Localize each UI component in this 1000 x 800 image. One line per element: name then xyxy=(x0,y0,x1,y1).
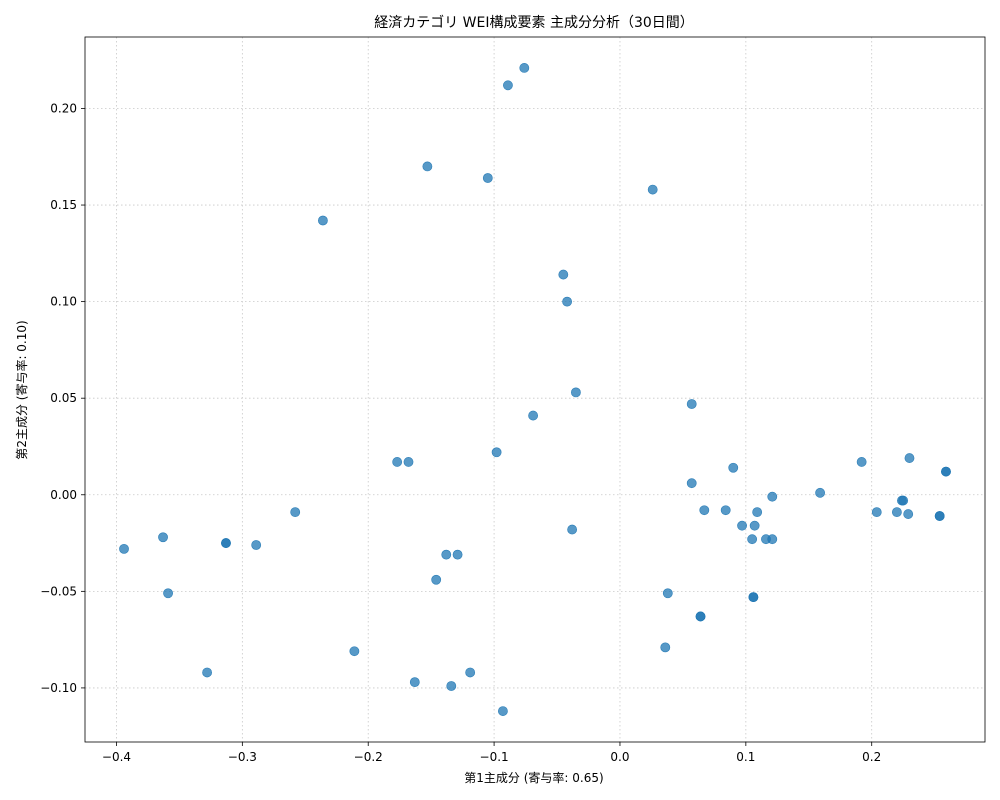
data-point xyxy=(465,667,476,678)
data-point xyxy=(503,80,513,91)
x-tick-label: −0.3 xyxy=(228,750,257,764)
data-point xyxy=(728,462,739,473)
data-point xyxy=(528,410,539,421)
data-point xyxy=(349,646,360,657)
data-point xyxy=(519,63,530,73)
x-axis-ticks: −0.4 −0.3 −0.2 −0.1 0.0 0.1 0.2 xyxy=(102,742,881,764)
data-point xyxy=(695,611,706,622)
data-point xyxy=(747,534,758,545)
data-point xyxy=(871,507,882,518)
data-point xyxy=(202,667,212,678)
data-point xyxy=(748,592,759,603)
y-tick-label: −0.05 xyxy=(40,584,77,598)
data-point xyxy=(158,532,168,543)
data-point xyxy=(647,184,658,195)
grid-lines xyxy=(85,37,985,742)
data-point xyxy=(221,538,231,548)
x-tick-label: −0.1 xyxy=(480,750,509,764)
data-point xyxy=(686,478,697,489)
y-tick-label: 0.05 xyxy=(50,391,77,405)
data-point xyxy=(571,387,581,398)
x-tick-label: 0.1 xyxy=(736,750,755,764)
x-tick-label: −0.2 xyxy=(354,750,383,764)
data-points xyxy=(119,63,951,716)
data-point xyxy=(720,505,731,516)
data-point xyxy=(904,453,915,463)
y-tick-label: 0.00 xyxy=(50,488,77,502)
data-point xyxy=(318,215,328,226)
plot-frame xyxy=(84,36,986,743)
data-point xyxy=(290,507,301,518)
y-tick-label: −0.10 xyxy=(40,681,77,695)
data-point xyxy=(898,495,909,506)
data-point xyxy=(163,588,173,599)
data-point xyxy=(558,269,569,280)
data-point xyxy=(119,543,129,554)
data-point xyxy=(856,457,867,467)
data-point xyxy=(392,457,403,467)
x-axis-label: 第1主成分 (寄与率: 0.65) xyxy=(464,770,603,785)
data-point xyxy=(934,511,945,521)
y-tick-label: 0.15 xyxy=(50,198,77,212)
data-point xyxy=(567,524,578,535)
data-point xyxy=(752,507,763,518)
x-tick-label: 0.0 xyxy=(610,750,629,764)
data-point xyxy=(446,681,457,691)
data-point xyxy=(749,520,760,531)
x-tick-label: −0.4 xyxy=(102,750,131,764)
data-point xyxy=(452,549,463,560)
data-point xyxy=(409,677,420,688)
data-point xyxy=(941,466,951,477)
data-point xyxy=(441,549,452,560)
chart-title: 経済カテゴリ WEI構成要素 主成分分析（30日間） xyxy=(374,14,694,31)
data-point xyxy=(891,507,902,518)
y-axis-label: 第2主成分 (寄与率: 0.10) xyxy=(14,320,29,459)
data-point xyxy=(662,588,673,599)
data-point xyxy=(767,534,778,545)
x-tick-label: 0.2 xyxy=(862,750,881,764)
data-point xyxy=(562,296,572,307)
y-axis-ticks: −0.10 −0.05 0.00 0.05 0.10 0.15 0.20 xyxy=(40,101,85,695)
y-tick-label: 0.20 xyxy=(50,101,77,115)
data-point xyxy=(422,161,433,172)
data-point xyxy=(737,520,747,531)
data-point xyxy=(251,540,262,550)
data-point xyxy=(767,491,778,502)
data-point xyxy=(482,173,493,183)
data-point xyxy=(498,706,508,716)
data-point xyxy=(660,642,671,653)
data-point xyxy=(431,574,442,585)
data-point xyxy=(699,505,710,516)
data-point xyxy=(403,457,414,467)
data-point xyxy=(686,399,697,409)
data-point xyxy=(903,509,914,519)
y-tick-label: 0.10 xyxy=(50,295,77,309)
data-point xyxy=(491,447,502,458)
data-point xyxy=(815,487,826,498)
